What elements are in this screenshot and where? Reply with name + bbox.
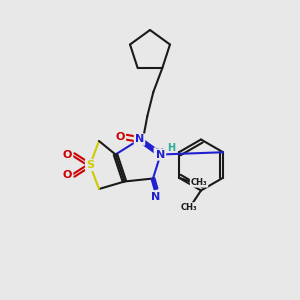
Text: N: N xyxy=(152,191,160,202)
Text: H: H xyxy=(167,143,175,153)
Text: O: O xyxy=(116,132,125,142)
Text: N: N xyxy=(155,148,164,158)
Text: S: S xyxy=(86,160,94,170)
Text: O: O xyxy=(63,149,72,160)
Text: CH₃: CH₃ xyxy=(181,203,197,212)
Text: N: N xyxy=(156,149,165,160)
Text: O: O xyxy=(63,170,72,181)
Text: CH₃: CH₃ xyxy=(191,178,207,187)
Text: N: N xyxy=(135,134,144,145)
